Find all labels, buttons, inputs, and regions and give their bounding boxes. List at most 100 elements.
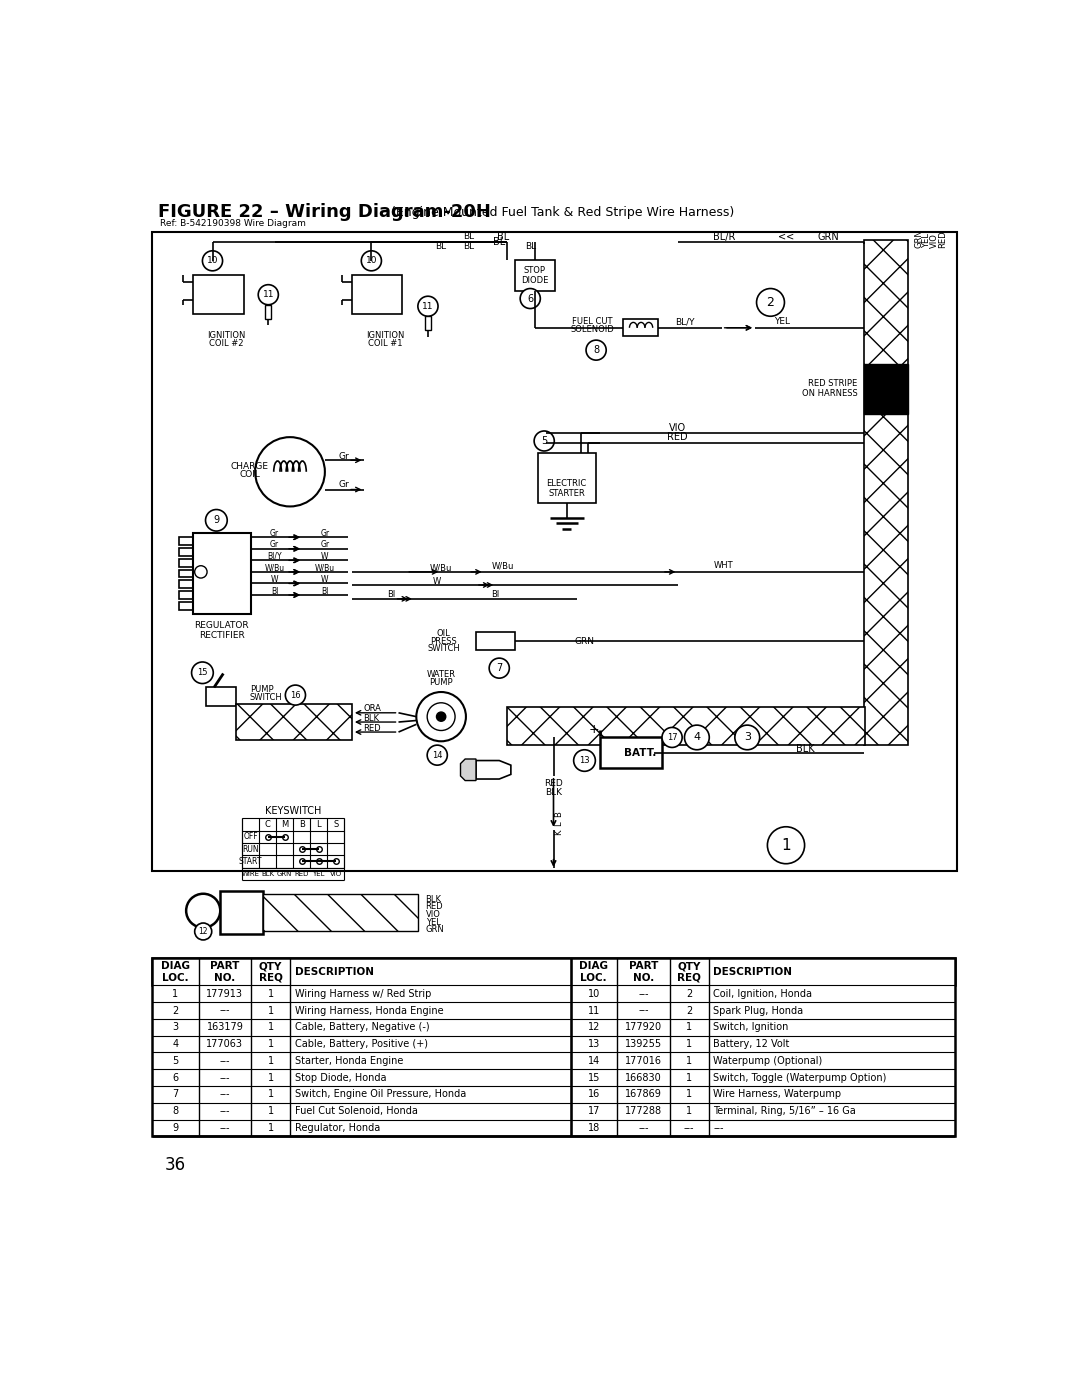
Text: WATER: WATER bbox=[427, 669, 456, 679]
Text: 1: 1 bbox=[781, 838, 791, 852]
Text: Bl: Bl bbox=[321, 587, 328, 595]
Text: 1: 1 bbox=[268, 1106, 273, 1116]
Bar bbox=[179, 548, 193, 556]
Text: 1: 1 bbox=[268, 1090, 273, 1099]
Circle shape bbox=[489, 658, 510, 678]
Text: 1: 1 bbox=[172, 989, 178, 999]
Text: 177913: 177913 bbox=[206, 989, 243, 999]
Text: PART
NO.: PART NO. bbox=[629, 961, 658, 982]
Text: BLK: BLK bbox=[545, 788, 562, 798]
Text: Gr: Gr bbox=[321, 541, 329, 549]
Text: (Engine Mounted Fuel Tank & Red Stripe Wire Harness): (Engine Mounted Fuel Tank & Red Stripe W… bbox=[387, 205, 734, 219]
Text: Gr: Gr bbox=[321, 529, 329, 538]
Text: 17: 17 bbox=[666, 733, 677, 742]
Text: ORA: ORA bbox=[364, 704, 381, 714]
Text: Bl/Y: Bl/Y bbox=[267, 552, 282, 562]
Text: Gr: Gr bbox=[270, 541, 279, 549]
Text: 1: 1 bbox=[268, 1056, 273, 1066]
Text: RUN: RUN bbox=[242, 845, 259, 854]
Text: Gr: Gr bbox=[339, 451, 350, 461]
Text: YEL: YEL bbox=[312, 870, 325, 877]
Text: W/Bu: W/Bu bbox=[265, 563, 284, 573]
Text: YEL: YEL bbox=[922, 233, 931, 249]
Text: Ref: B-542190398 Wire Diagram: Ref: B-542190398 Wire Diagram bbox=[160, 218, 306, 228]
Text: BATT.: BATT. bbox=[624, 747, 657, 757]
Polygon shape bbox=[476, 760, 511, 780]
Text: WIRE: WIRE bbox=[242, 870, 259, 877]
Text: Terminal, Ring, 5/16” – 16 Ga: Terminal, Ring, 5/16” – 16 Ga bbox=[713, 1106, 855, 1116]
Text: BL: BL bbox=[462, 243, 474, 251]
Bar bbox=[262, 894, 418, 930]
Text: ---: --- bbox=[713, 1123, 724, 1133]
Text: 9: 9 bbox=[214, 515, 219, 525]
Text: COIL #1: COIL #1 bbox=[368, 338, 403, 348]
Text: GRN: GRN bbox=[818, 232, 839, 242]
Bar bbox=[206, 687, 235, 705]
Circle shape bbox=[186, 894, 220, 928]
Bar bbox=[476, 631, 515, 651]
Text: BL/R: BL/R bbox=[713, 232, 735, 242]
Text: CHARGE: CHARGE bbox=[231, 462, 269, 471]
Text: 10: 10 bbox=[206, 256, 218, 265]
Bar bbox=[623, 320, 658, 337]
Text: 6: 6 bbox=[527, 293, 534, 303]
Circle shape bbox=[428, 703, 455, 731]
Text: RED STRIPE
ON HARNESS: RED STRIPE ON HARNESS bbox=[801, 379, 858, 398]
Text: OIL: OIL bbox=[436, 629, 450, 638]
Text: 177063: 177063 bbox=[206, 1039, 243, 1049]
Text: Stop Diode, Honda: Stop Diode, Honda bbox=[295, 1073, 387, 1083]
Text: 8: 8 bbox=[593, 345, 599, 355]
Text: COIL: COIL bbox=[240, 471, 260, 479]
Text: 15: 15 bbox=[588, 1073, 600, 1083]
Text: ---: --- bbox=[219, 1056, 230, 1066]
Text: SWITCH: SWITCH bbox=[249, 693, 283, 701]
Circle shape bbox=[535, 432, 554, 451]
Text: 15: 15 bbox=[198, 668, 207, 678]
Text: BLK: BLK bbox=[426, 894, 442, 904]
Bar bbox=[152, 958, 955, 1136]
Bar bbox=[266, 305, 271, 319]
Text: ---: --- bbox=[219, 1073, 230, 1083]
Text: B: B bbox=[299, 820, 305, 828]
Circle shape bbox=[194, 566, 207, 578]
Text: STOP: STOP bbox=[524, 267, 545, 275]
Text: COIL #2: COIL #2 bbox=[210, 338, 244, 348]
Bar bbox=[424, 316, 431, 330]
Text: 11: 11 bbox=[422, 302, 434, 310]
Circle shape bbox=[202, 251, 222, 271]
Text: 6: 6 bbox=[172, 1073, 178, 1083]
Text: 1: 1 bbox=[268, 1123, 273, 1133]
Circle shape bbox=[416, 692, 465, 742]
Text: 3: 3 bbox=[744, 732, 751, 742]
Text: DESCRIPTION: DESCRIPTION bbox=[713, 967, 792, 977]
Circle shape bbox=[757, 289, 784, 316]
Text: 4: 4 bbox=[172, 1039, 178, 1049]
Circle shape bbox=[768, 827, 805, 863]
Text: FUEL CUT: FUEL CUT bbox=[572, 317, 612, 326]
Text: DIAG
LOC.: DIAG LOC. bbox=[161, 961, 190, 982]
Text: FIGURE 22 – Wiring Diagram-20H: FIGURE 22 – Wiring Diagram-20H bbox=[159, 204, 491, 221]
Text: VIO: VIO bbox=[669, 423, 686, 433]
Text: Fuel Cut Solenoid, Honda: Fuel Cut Solenoid, Honda bbox=[295, 1106, 418, 1116]
Bar bbox=[179, 580, 193, 588]
Text: START: START bbox=[239, 856, 262, 866]
Text: KEYSWITCH: KEYSWITCH bbox=[265, 806, 321, 816]
Text: 10: 10 bbox=[588, 989, 599, 999]
Circle shape bbox=[685, 725, 710, 750]
Text: 167869: 167869 bbox=[625, 1090, 662, 1099]
Text: 1: 1 bbox=[686, 1023, 692, 1032]
Text: BLK: BLK bbox=[261, 870, 274, 877]
Text: 177288: 177288 bbox=[625, 1106, 662, 1116]
Text: DIODE: DIODE bbox=[522, 275, 549, 285]
Text: PUMP: PUMP bbox=[430, 679, 453, 687]
Circle shape bbox=[191, 662, 213, 683]
Text: VIO: VIO bbox=[329, 870, 341, 877]
Circle shape bbox=[285, 685, 306, 705]
Text: 2: 2 bbox=[686, 989, 692, 999]
Text: 12: 12 bbox=[588, 1023, 600, 1032]
Text: 5: 5 bbox=[541, 436, 548, 446]
Text: IGNITION: IGNITION bbox=[207, 331, 245, 339]
Bar bbox=[515, 260, 555, 291]
Circle shape bbox=[662, 728, 683, 747]
Text: BLK: BLK bbox=[364, 714, 380, 724]
